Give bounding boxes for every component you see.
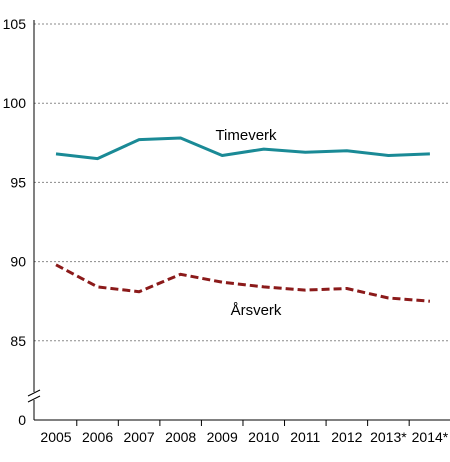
x-tick-label-2012: 2012 (331, 429, 362, 445)
y-tick-label-100: 100 (3, 95, 27, 111)
x-tick-label-2009: 2009 (207, 429, 238, 445)
y-axis-break-mark (27, 389, 41, 403)
y-tick-label-105: 105 (3, 16, 27, 32)
series-label-0: Timeverk (215, 127, 277, 144)
y-axis-tick-labels: 0 85 90 95 100 105 (3, 16, 27, 428)
x-axis-tick-marks (76, 420, 410, 426)
x-axis-tick-labels: 2005 2006 2007 2008 2009 2010 2011 2012 2013* 201… (40, 429, 448, 445)
series-label-1: Årsverk (231, 302, 282, 319)
axis-break-slash-lower (27, 395, 41, 403)
series-lines (55, 136, 431, 303)
x-tick-label-2006: 2006 (82, 429, 113, 445)
y-tick-label-95: 95 (10, 174, 26, 190)
series-line-0 (55, 136, 430, 161)
series-line-1 (55, 263, 431, 303)
axis-break-gap (28, 392, 40, 400)
x-tick-label-2007: 2007 (124, 429, 155, 445)
x-tick-label-2010: 2010 (248, 429, 279, 445)
series-labels: Timeverk Årsverk (215, 127, 281, 319)
y-tick-label-85: 85 (10, 333, 26, 349)
x-tick-label-2011: 2011 (290, 429, 320, 445)
y-tick-label-90: 90 (10, 254, 26, 270)
x-tick-label-2008: 2008 (165, 429, 196, 445)
axis-break-slash-upper (27, 389, 41, 397)
y-tick-label-0: 0 (18, 412, 26, 428)
grid-lines (34, 23, 450, 342)
x-tick-label-2013: 2013* (370, 429, 407, 445)
x-tick-label-2014: 2014* (412, 429, 449, 445)
x-tick-label-2005: 2005 (40, 429, 71, 445)
